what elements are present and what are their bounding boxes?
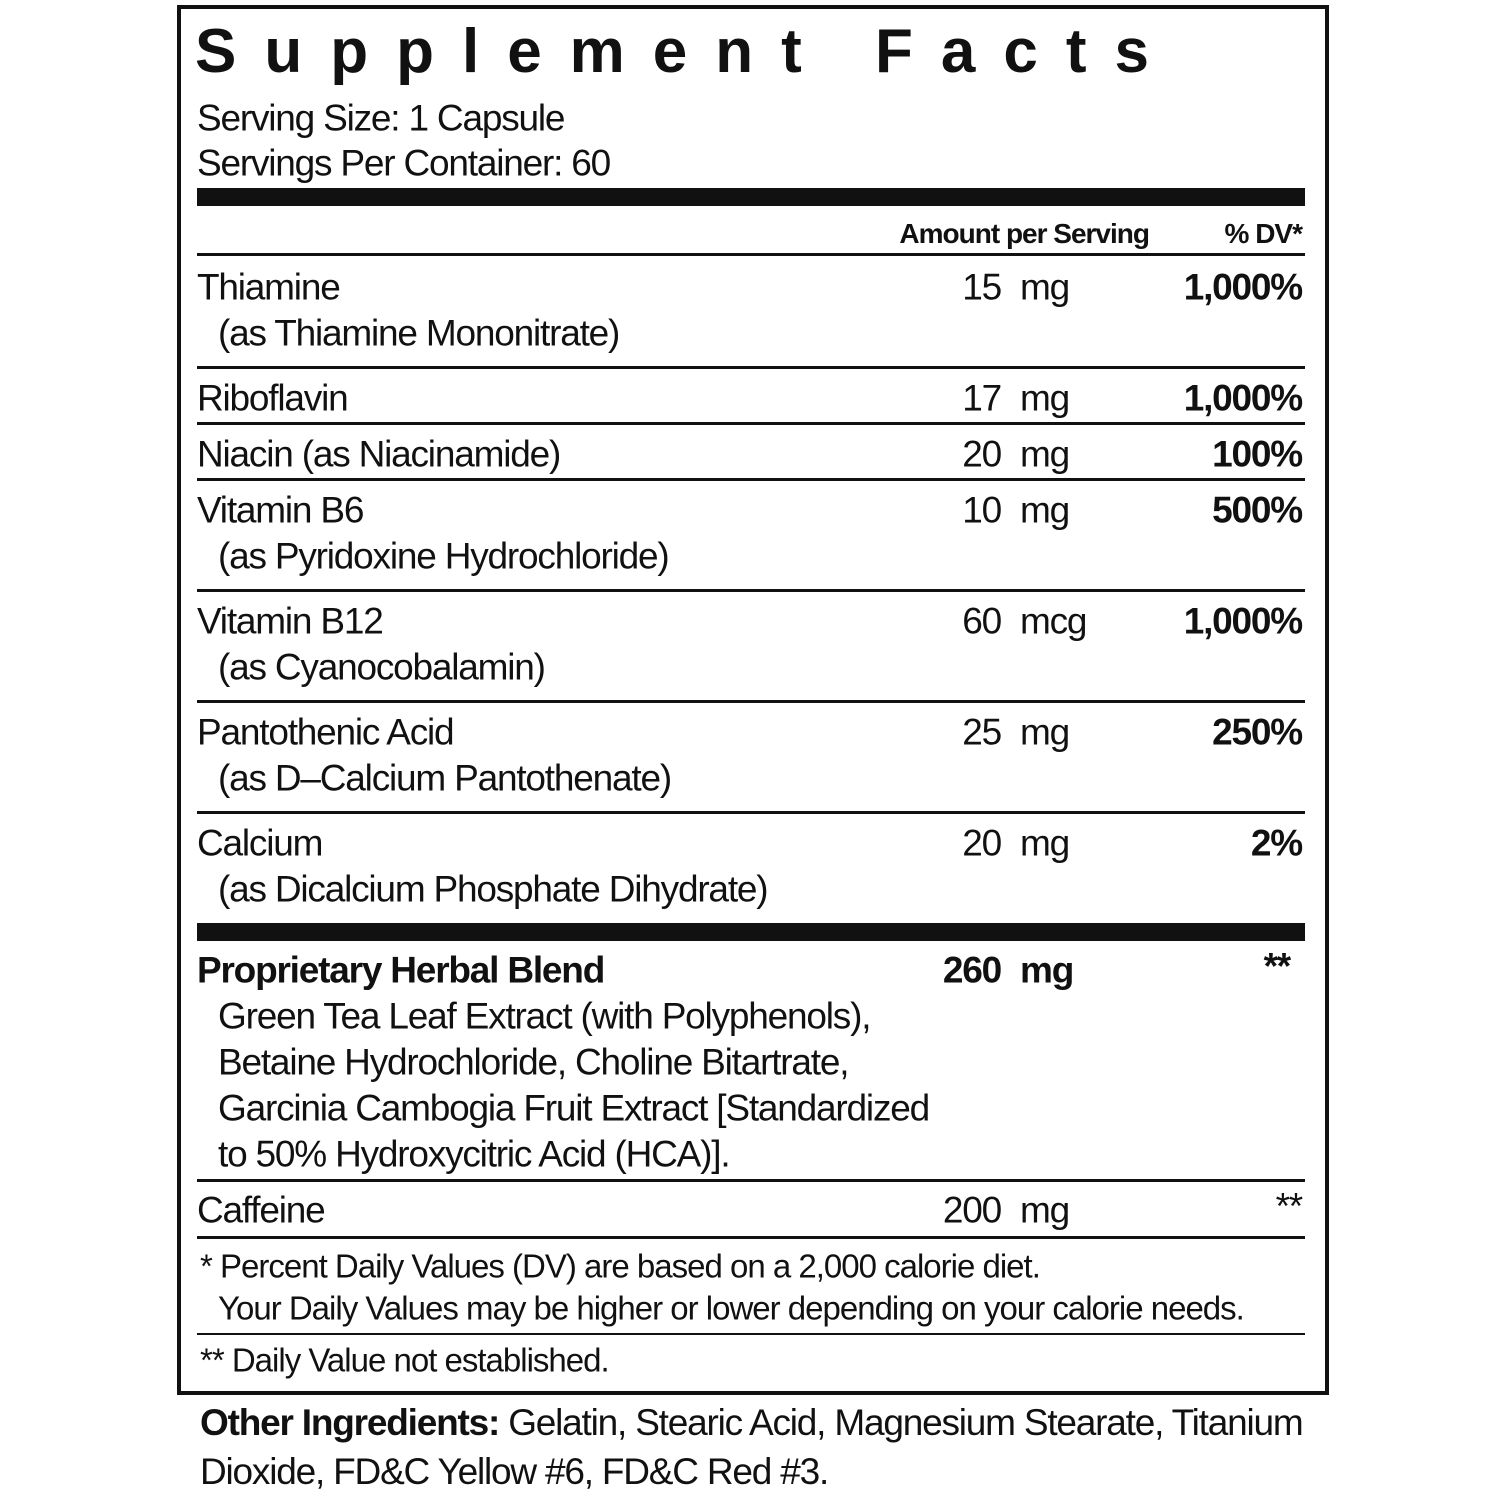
nutrient-source: (as D–Calcium Pantothenate) (218, 757, 672, 799)
blend-ingredient: Green Tea Leaf Extract (with Polyphenols… (218, 995, 871, 1037)
nutrient-source: (as Dicalcium Phosphate Dihydrate) (218, 868, 769, 910)
unit: mg (1020, 711, 1070, 753)
blend-ingredient: to 50% Hydroxycitric Acid (HCA)]. (218, 1133, 731, 1175)
rule (197, 478, 1305, 481)
caffeine-name: Caffeine (197, 1189, 326, 1231)
unit: mg (1020, 433, 1070, 475)
nutrient-name: Thiamine (197, 266, 341, 308)
blend-amount: 260 (942, 949, 1002, 991)
amount: 20 (962, 822, 1002, 864)
rule (197, 1236, 1305, 1239)
nutrient-name: Calcium (197, 822, 323, 864)
amount-header: Amount per Serving (899, 218, 1150, 249)
footnote: Your Daily Values may be higher or lower… (218, 1289, 1245, 1327)
title: Supplement Facts (195, 17, 1177, 86)
blend-unit: mg (1020, 949, 1074, 991)
nutrient-source: (as Pyridoxine Hydrochloride) (218, 535, 670, 577)
daily-value: 2% (1250, 822, 1303, 864)
rule (197, 253, 1305, 256)
caffeine-dv: ** (1275, 1185, 1304, 1227)
unit: mg (1020, 489, 1070, 531)
nutrient-source: (as Cyanocobalamin) (218, 646, 546, 688)
amount: 25 (962, 711, 1002, 753)
unit: mg (1020, 266, 1070, 308)
nutrient-source: (as Thiamine Mononitrate) (218, 312, 620, 354)
rule (197, 589, 1305, 592)
unit: mg (1020, 822, 1070, 864)
amount: 17 (962, 377, 1002, 419)
caffeine-amount: 200 (942, 1189, 1002, 1231)
blend-dv: ** (1263, 945, 1292, 987)
rule (197, 366, 1305, 369)
rule (197, 1333, 1305, 1335)
dv-header: % DV* (1224, 218, 1303, 249)
blend-name: Proprietary Herbal Blend (197, 949, 605, 991)
nutrient-name: Riboflavin (197, 377, 349, 419)
nutrient-name: Niacin (as Niacinamide) (197, 433, 561, 475)
rule (197, 422, 1305, 425)
daily-value: 100% (1212, 433, 1303, 475)
footnote: ** Daily Value not established. (200, 1341, 610, 1379)
nutrient-name: Vitamin B6 (197, 489, 364, 531)
daily-value: 1,000% (1183, 600, 1303, 642)
thick-rule (197, 188, 1305, 206)
other-label: Other Ingredients: (200, 1402, 500, 1443)
daily-value: 1,000% (1183, 266, 1303, 308)
blend-ingredient: Betaine Hydrochloride, Choline Bitartrat… (218, 1041, 850, 1083)
amount: 60 (962, 600, 1002, 642)
blend-ingredient: Garcinia Cambogia Fruit Extract [Standar… (218, 1087, 930, 1129)
amount: 10 (962, 489, 1002, 531)
rule (197, 700, 1305, 703)
amount: 20 (962, 433, 1002, 475)
unit: mcg (1020, 600, 1088, 642)
daily-value: 250% (1212, 711, 1303, 753)
nutrient-name: Pantothenic Acid (197, 711, 455, 753)
footnote: * Percent Daily Values (DV) are based on… (200, 1247, 1041, 1285)
servings-per-container: Servings Per Container: 60 (197, 142, 611, 184)
facts-box (177, 5, 1329, 1395)
other-text: Gelatin, Stearic Acid, Magnesium Stearat… (200, 1402, 1304, 1492)
daily-value: 1,000% (1183, 377, 1303, 419)
rule (197, 1179, 1305, 1182)
rule (197, 811, 1305, 814)
amount: 15 (962, 266, 1002, 308)
unit: mg (1020, 377, 1070, 419)
caffeine-unit: mg (1020, 1189, 1070, 1231)
daily-value: 500% (1212, 489, 1303, 531)
other-ingredients: Other Ingredients: Gelatin, Stearic Acid… (200, 1398, 1310, 1496)
nutrient-name: Vitamin B12 (197, 600, 384, 642)
thick-rule (197, 923, 1305, 941)
serving-size: Serving Size: 1 Capsule (197, 97, 565, 139)
